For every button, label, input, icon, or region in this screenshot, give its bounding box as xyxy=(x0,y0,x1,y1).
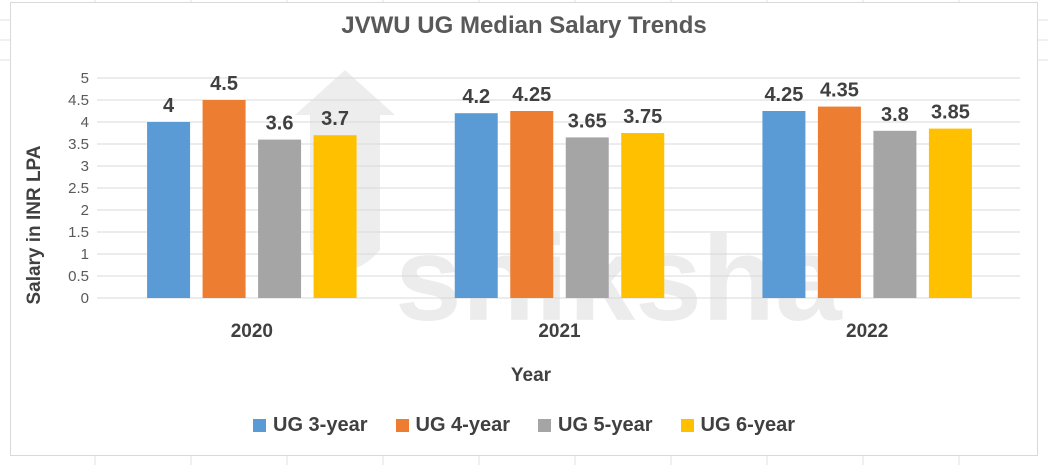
data-label: 4.5 xyxy=(210,73,238,95)
y-tick-label: 1 xyxy=(81,246,89,263)
bar-ug-4-year-2021[interactable] xyxy=(510,111,554,298)
legend-item[interactable]: UG 3-year xyxy=(253,414,368,437)
y-tick-label: 3.5 xyxy=(68,136,89,153)
x-tick-label: 2022 xyxy=(846,321,888,342)
legend-label: UG 3-year xyxy=(273,413,368,436)
bar-ug-6-year-2021[interactable] xyxy=(621,133,665,298)
bars xyxy=(147,100,972,298)
data-label: 3.85 xyxy=(931,102,970,124)
data-label: 4.25 xyxy=(764,84,803,106)
y-tick-label: 2.5 xyxy=(68,180,89,197)
chart-title: JVWU UG Median Salary Trends xyxy=(341,12,706,39)
bar-ug-6-year-2022[interactable] xyxy=(928,128,972,298)
bar-ug-3-year-2021[interactable] xyxy=(454,113,498,298)
y-gridlines xyxy=(97,77,1020,299)
data-label: 4.35 xyxy=(820,80,859,102)
legend-swatch xyxy=(395,418,409,432)
x-axis-label: Year xyxy=(511,365,552,386)
y-axis-label: Salary in INR LPA xyxy=(24,145,45,304)
data-label: 3.6 xyxy=(266,113,294,135)
x-tick-labels: 2020 2021 2022 xyxy=(231,321,889,342)
data-label: 4.2 xyxy=(462,86,490,108)
legend-label: UG 6-year xyxy=(700,413,796,436)
chart-legend: UG 3-year UG 4-year UG 5-year UG 6-year xyxy=(0,410,1048,440)
y-tick-label: 5 xyxy=(81,70,89,87)
legend-swatch xyxy=(253,418,266,432)
bar-ug-5-year-2021[interactable] xyxy=(565,137,609,298)
y-tick-label: 1.5 xyxy=(68,224,89,241)
y-tick-label: 4.5 xyxy=(68,92,89,109)
y-tick-label: 2 xyxy=(81,202,89,219)
bar-ug-4-year-2020[interactable] xyxy=(202,100,246,298)
legend-swatch xyxy=(680,418,694,432)
y-tick-label: 0.5 xyxy=(68,268,89,285)
data-label: 3.8 xyxy=(881,104,909,126)
bar-ug-4-year-2022[interactable] xyxy=(817,106,861,298)
legend-label: UG 4-year xyxy=(415,413,511,436)
legend-item[interactable]: UG 4-year xyxy=(395,413,511,437)
bar-ug-5-year-2020[interactable] xyxy=(258,139,302,298)
data-label: 3.75 xyxy=(623,106,662,128)
bar-ug-3-year-2020[interactable] xyxy=(147,122,191,298)
bar-ug-5-year-2022[interactable] xyxy=(873,130,917,298)
x-tick-label: 2021 xyxy=(538,321,581,342)
data-label: 4.25 xyxy=(512,84,551,106)
bar-ug-3-year-2022[interactable] xyxy=(762,111,806,298)
data-label: 3.65 xyxy=(568,110,607,132)
legend-item[interactable]: UG 6-year xyxy=(680,413,796,437)
bar-ug-6-year-2020[interactable] xyxy=(313,135,357,298)
x-tick-label: 2020 xyxy=(231,321,273,342)
legend-swatch xyxy=(538,418,551,432)
data-label: 3.7 xyxy=(321,108,349,130)
data-labels: 4 4.5 3.6 3.7 4.2 4.25 3.65 3.75 4.25 4.35 3.8 3.85 xyxy=(163,73,970,135)
legend-label: UG 5-year xyxy=(558,413,653,436)
y-tick-label: 0 xyxy=(81,290,89,307)
y-tick-label: 3 xyxy=(81,158,89,175)
legend-item[interactable]: UG 5-year xyxy=(538,414,653,437)
data-label: 4 xyxy=(163,95,175,117)
y-tick-labels: 0 0.5 1 1.5 2 2.5 3 3.5 4 4.5 5 xyxy=(68,70,89,307)
y-tick-label: 4 xyxy=(81,114,89,131)
